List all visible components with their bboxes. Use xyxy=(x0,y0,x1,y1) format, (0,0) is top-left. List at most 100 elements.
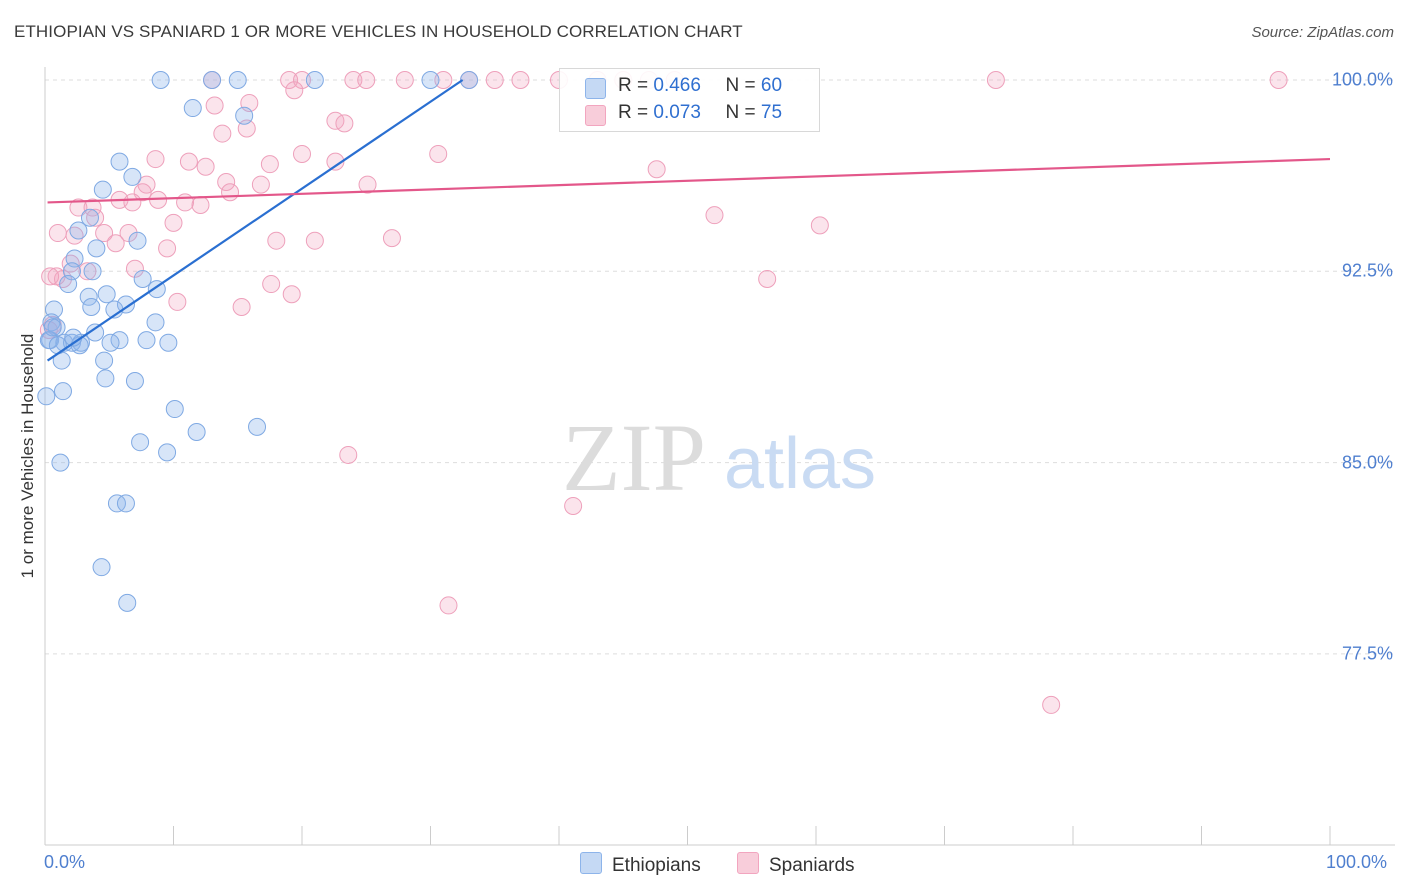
ethiopian-point xyxy=(421,71,440,89)
spaniard-point xyxy=(196,157,215,176)
spaniards-trend-line xyxy=(47,157,1331,204)
spaniard-point xyxy=(106,234,125,253)
ethiopian-point xyxy=(93,180,112,199)
ethiopian-point xyxy=(159,333,178,352)
spaniard-point xyxy=(293,71,311,89)
ethiopian-point xyxy=(86,323,105,342)
spaniard-point xyxy=(205,96,224,115)
watermark: ZIP atlas xyxy=(562,404,876,511)
ethiopian-point xyxy=(87,239,106,258)
spaniards-swatch xyxy=(585,105,606,126)
ethiopian-point xyxy=(123,167,142,186)
ethiopian-point xyxy=(53,382,72,401)
spaniard-point xyxy=(267,231,286,250)
spaniard-point xyxy=(262,275,281,294)
spaniard-point xyxy=(146,150,165,169)
bottom-legend-ethiopians: Ethiopians xyxy=(580,852,701,877)
spaniard-point xyxy=(357,71,376,89)
ethiopian-point xyxy=(128,231,147,250)
spaniard-point xyxy=(485,71,504,89)
spaniard-point xyxy=(179,152,198,171)
ethiopian-point xyxy=(69,221,88,240)
spaniard-point xyxy=(344,71,363,89)
spaniard-point xyxy=(164,213,183,232)
ethiopian-point xyxy=(183,99,202,118)
ethiopian-point xyxy=(82,298,101,317)
spaniard-point xyxy=(705,206,724,225)
spaniard-point xyxy=(305,231,324,250)
ethiopian-point xyxy=(305,71,324,89)
spaniard-point xyxy=(1042,695,1061,714)
spaniard-point xyxy=(158,239,177,258)
spaniard-point xyxy=(1269,71,1288,89)
ethiopians-points xyxy=(37,71,479,612)
ethiopian-point xyxy=(460,71,479,89)
ethiopian-point xyxy=(51,453,70,472)
spaniard-point xyxy=(429,144,448,163)
ethiopian-point xyxy=(116,295,135,314)
x-tick-min: 0.0% xyxy=(44,852,86,872)
trend-lines xyxy=(46,79,1331,362)
ethiopian-point xyxy=(43,318,62,337)
y-tick-label: 100.0% xyxy=(1331,69,1393,90)
ethiopians-swatch xyxy=(585,78,606,99)
watermark-zip: ZIP xyxy=(562,404,706,511)
chart-title: ETHIOPIAN VS SPANIARD 1 OR MORE VEHICLES… xyxy=(14,22,743,41)
ethiopian-point xyxy=(146,313,165,332)
ethiopian-point xyxy=(133,269,152,288)
watermark-atlas: atlas xyxy=(724,424,876,504)
ethiopian-point xyxy=(116,494,135,513)
spaniard-point xyxy=(293,144,311,163)
y-tick-label: 85.0% xyxy=(1341,452,1393,473)
ethiopian-point xyxy=(97,285,116,304)
spaniard-point xyxy=(382,229,401,248)
spaniard-point xyxy=(326,152,345,171)
ethiopian-point xyxy=(59,275,78,294)
spaniard-point xyxy=(86,208,105,227)
ethiopian-point xyxy=(80,208,99,227)
ethiopians-trend-line xyxy=(46,79,464,362)
spaniard-point xyxy=(285,81,304,100)
spaniards-legend-swatch xyxy=(737,852,759,874)
y-tick-label: 92.5% xyxy=(1341,260,1393,281)
spaniard-point xyxy=(511,71,530,89)
spaniard-point xyxy=(217,173,236,192)
spaniard-point xyxy=(125,259,144,278)
spaniard-point xyxy=(810,216,829,235)
spaniard-point xyxy=(191,195,210,214)
spaniard-point xyxy=(986,71,1005,89)
spaniard-point xyxy=(758,269,777,288)
bottom-legend-spaniards: Spaniards xyxy=(737,852,855,877)
ethiopian-point xyxy=(101,333,120,352)
ethiopian-point xyxy=(118,593,137,612)
spaniard-point xyxy=(260,155,279,174)
spaniard-point xyxy=(251,175,270,194)
ethiopian-point xyxy=(96,369,115,388)
spaniard-point xyxy=(83,198,102,217)
ethiopian-point xyxy=(95,351,114,370)
spaniard-point xyxy=(69,198,88,217)
ethiopian-point xyxy=(137,331,156,350)
spaniard-point xyxy=(647,160,666,179)
ethiopian-point xyxy=(151,71,170,89)
ethiopian-point xyxy=(92,558,111,577)
spaniard-point xyxy=(434,71,453,89)
spaniard-point xyxy=(280,71,299,89)
ethiopian-point xyxy=(165,400,184,419)
spaniard-point xyxy=(41,267,60,286)
ethiopian-point xyxy=(48,336,67,355)
spaniard-point xyxy=(395,71,414,89)
spaniard-point xyxy=(119,224,138,243)
ethiopians-legend-swatch xyxy=(580,852,602,874)
spaniard-point xyxy=(168,292,187,311)
x-tick-max: 100.0% xyxy=(1326,852,1388,872)
spaniard-point xyxy=(48,224,67,243)
spaniard-point xyxy=(358,175,377,194)
source-label: Source: ZipAtlas.com xyxy=(1251,24,1394,41)
y-tick-label: 77.5% xyxy=(1341,643,1393,664)
spaniard-point xyxy=(232,298,251,317)
ethiopian-point xyxy=(248,417,267,436)
ethiopian-point xyxy=(83,262,102,281)
grid-lines xyxy=(45,79,1395,655)
